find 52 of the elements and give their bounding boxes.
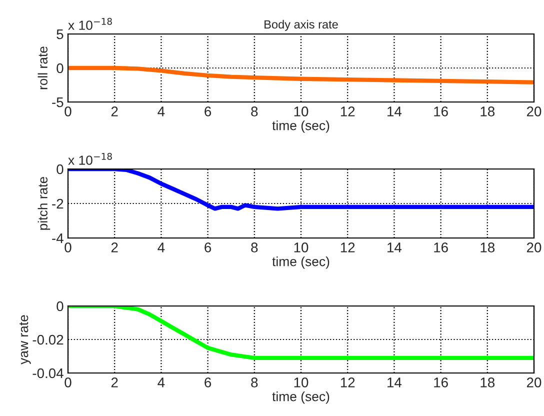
x-tick-label: 20 <box>526 378 542 388</box>
y-tick-label: -0.04 <box>32 368 64 378</box>
x-tick-label: 16 <box>434 242 448 252</box>
x-tick-label: 4 <box>158 106 165 116</box>
y-tick-label: 0 <box>56 63 64 74</box>
y-axis-title: yaw rate <box>20 315 31 364</box>
text: x 10$^{−18}$ <box>68 152 112 165</box>
chart-title: Body axis rate <box>264 20 338 31</box>
x-tick-label: 6 <box>204 242 212 252</box>
x-tick-label: 12 <box>340 106 355 116</box>
x-tick-label: 16 <box>434 378 448 388</box>
x-tick-label: 20 <box>526 106 542 116</box>
x-tick-label: 12 <box>340 378 355 388</box>
x-tick-label: 2 <box>111 378 118 388</box>
x-tick-label: 10 <box>294 378 308 388</box>
x-tick-label: 14 <box>388 106 402 116</box>
y-tick-label: 0 <box>56 164 64 174</box>
y-tick-label: 5 <box>56 29 64 40</box>
x-tick-label: 18 <box>480 242 495 252</box>
x-tick-label: 16 <box>434 106 448 116</box>
x-axis-title: time (sec) <box>272 392 330 404</box>
x-tick-label: 20 <box>526 242 542 252</box>
x-tick-label: 8 <box>251 106 258 116</box>
x-tick-label: 8 <box>251 242 258 252</box>
x-axis-title: time (sec) <box>272 256 330 269</box>
x-tick-label: 0 <box>64 378 72 388</box>
x-tick-label: 2 <box>111 242 118 252</box>
x-tick-label: 6 <box>204 106 212 116</box>
y-tick-label: -0.02 <box>32 334 64 345</box>
text: x 10$^{−18}$ <box>68 18 112 30</box>
x-tick-label: 2 <box>111 106 118 116</box>
x-tick-label: 14 <box>388 242 402 252</box>
x-tick-label: 6 <box>204 378 212 388</box>
x-tick-label: 4 <box>158 378 165 388</box>
y-tick-label: -5 <box>52 97 64 108</box>
y-tick-label: -4 <box>52 233 64 244</box>
y-axis-title: roll rate <box>38 46 48 90</box>
x-tick-label: 10 <box>294 242 308 252</box>
x-tick-label: 10 <box>294 106 308 116</box>
x-axis-title: time (sec) <box>272 120 330 133</box>
y-axis-title: pitch rate <box>38 176 50 230</box>
line-series <box>68 66 534 84</box>
y-tick-label: -2 <box>52 198 64 209</box>
x-tick-label: 8 <box>251 378 258 388</box>
x-tick-label: 4 <box>158 242 165 252</box>
x-tick-label: 12 <box>340 242 355 252</box>
x-tick-label: 18 <box>480 106 495 116</box>
x-tick-label: 0 <box>64 106 72 116</box>
y-tick-label: 0 <box>56 301 64 312</box>
x-tick-label: 0 <box>64 242 72 252</box>
x-tick-label: 14 <box>388 378 402 388</box>
x-tick-label: 18 <box>480 378 495 388</box>
